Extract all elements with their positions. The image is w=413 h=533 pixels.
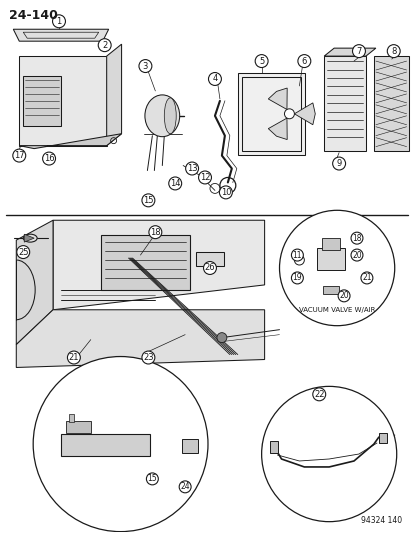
Bar [182, 439, 197, 453]
Bar [316, 248, 344, 270]
Bar [373, 56, 408, 151]
Bar [69, 414, 74, 422]
Circle shape [386, 45, 399, 58]
Text: 4: 4 [212, 75, 217, 84]
Polygon shape [268, 118, 287, 140]
Bar [23, 76, 61, 126]
Circle shape [52, 15, 65, 28]
Text: 3: 3 [142, 61, 148, 70]
Polygon shape [13, 29, 108, 41]
Text: 11: 11 [292, 251, 301, 260]
Circle shape [297, 54, 310, 68]
Circle shape [185, 162, 198, 175]
Text: 15: 15 [147, 474, 157, 483]
Circle shape [142, 351, 154, 364]
Text: 10: 10 [220, 188, 230, 197]
Polygon shape [268, 88, 287, 109]
Text: 14: 14 [170, 179, 180, 188]
Polygon shape [294, 103, 315, 125]
Circle shape [203, 262, 216, 274]
Text: 15: 15 [143, 196, 153, 205]
Circle shape [360, 272, 372, 284]
Text: 19: 19 [292, 273, 301, 282]
Text: 16: 16 [44, 154, 54, 163]
Bar [323, 286, 338, 294]
Text: 17: 17 [14, 151, 24, 160]
Text: 23: 23 [143, 353, 153, 362]
Text: 21: 21 [361, 273, 371, 282]
Circle shape [149, 225, 161, 239]
Circle shape [350, 249, 362, 261]
Bar [323, 56, 365, 151]
Circle shape [284, 109, 294, 119]
Polygon shape [19, 134, 121, 149]
Text: 20: 20 [351, 251, 361, 260]
Text: 25: 25 [18, 247, 28, 256]
Bar [269, 441, 277, 453]
Circle shape [139, 60, 152, 72]
Circle shape [198, 171, 211, 184]
Circle shape [33, 357, 207, 531]
Text: 2: 2 [102, 41, 107, 50]
Text: 7: 7 [356, 46, 361, 55]
Circle shape [351, 45, 365, 58]
Text: 8: 8 [390, 46, 396, 55]
Circle shape [13, 149, 26, 162]
Circle shape [67, 351, 80, 364]
Text: 24-140: 24-140 [9, 9, 58, 22]
Bar [321, 238, 339, 250]
Ellipse shape [145, 95, 179, 136]
Text: 12: 12 [199, 173, 210, 182]
Bar [378, 433, 386, 443]
Ellipse shape [23, 234, 37, 242]
Circle shape [17, 246, 30, 259]
Text: 20: 20 [338, 292, 348, 301]
Text: 22: 22 [313, 390, 324, 399]
Text: 94324 140: 94324 140 [360, 516, 401, 525]
Bar [196, 252, 223, 266]
Text: 9: 9 [336, 159, 341, 168]
Circle shape [208, 72, 221, 85]
Circle shape [312, 388, 325, 401]
Circle shape [216, 333, 226, 343]
Text: 13: 13 [186, 164, 197, 173]
Polygon shape [24, 234, 34, 242]
Polygon shape [323, 48, 375, 56]
Text: VACUUM VALVE W/AIR: VACUUM VALVE W/AIR [298, 307, 375, 313]
Bar [61, 434, 150, 456]
Polygon shape [16, 220, 53, 345]
Circle shape [291, 272, 303, 284]
Text: 6: 6 [301, 56, 306, 66]
Circle shape [146, 473, 158, 485]
Polygon shape [107, 44, 121, 146]
Text: 1: 1 [56, 17, 62, 26]
Bar [237, 73, 305, 155]
Bar [66, 421, 90, 433]
Text: 5: 5 [259, 56, 263, 66]
Bar [241, 77, 301, 151]
Circle shape [261, 386, 396, 522]
Circle shape [337, 290, 349, 302]
Circle shape [179, 481, 191, 493]
Text: 24: 24 [180, 482, 190, 491]
Polygon shape [16, 310, 264, 367]
Circle shape [43, 152, 55, 165]
Circle shape [142, 194, 154, 207]
Text: 18: 18 [351, 233, 361, 243]
Text: 21: 21 [69, 353, 79, 362]
Circle shape [254, 54, 268, 68]
Circle shape [291, 249, 303, 261]
Bar [100, 235, 190, 290]
Polygon shape [53, 220, 264, 310]
Text: 26: 26 [204, 263, 215, 272]
Circle shape [332, 157, 345, 170]
Circle shape [279, 211, 394, 326]
Circle shape [98, 39, 111, 52]
Ellipse shape [164, 98, 176, 134]
Circle shape [350, 232, 362, 244]
Bar [19, 56, 107, 146]
Text: 18: 18 [150, 228, 160, 237]
Circle shape [169, 177, 181, 190]
Circle shape [219, 186, 232, 199]
